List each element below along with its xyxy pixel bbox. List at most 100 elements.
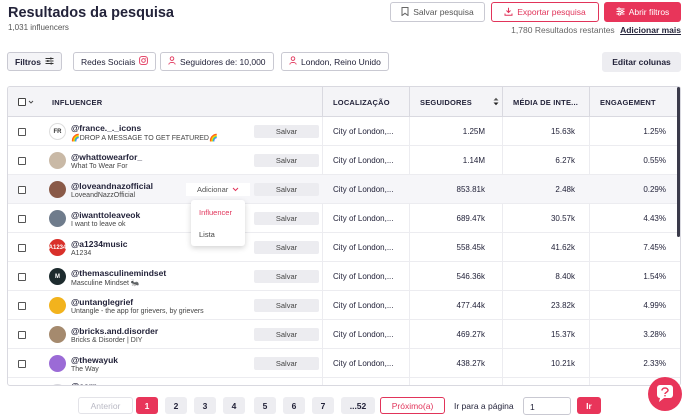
table-row[interactable]: @thewayuk The Way Salvar City of London,...… <box>8 349 680 378</box>
row-checkbox[interactable] <box>18 243 26 252</box>
influencer-name: 🌈DROP A MESSAGE TO GET FEATURED🌈 <box>71 135 218 142</box>
help-chat-button[interactable] <box>648 377 682 411</box>
row-checkbox[interactable] <box>18 214 26 223</box>
table-row[interactable]: @earn <box>8 378 680 386</box>
chip-followers[interactable]: Seguidores de: 10,000 <box>160 52 274 71</box>
table-row[interactable]: @untanglegrief Untangle - the app for gri… <box>8 291 680 320</box>
menu-item-list[interactable]: Lista <box>199 230 215 239</box>
export-search-button[interactable]: Exportar pesquisa <box>491 2 599 22</box>
avg-interactions-cell: 6.27k <box>555 156 575 165</box>
avg-interactions-cell: 10.21k <box>550 359 575 368</box>
influencer-handle[interactable]: @bricks.and.disorder <box>71 326 159 336</box>
table-scrollbar[interactable] <box>677 87 680 237</box>
add-dropdown-button[interactable]: Adicionar <box>186 183 250 196</box>
row-checkbox[interactable] <box>18 330 26 339</box>
column-divider <box>322 117 323 385</box>
influencer-name: Untangle - the app for grievers, by grie… <box>71 308 204 315</box>
column-influencer[interactable]: INFLUENCER <box>52 97 103 107</box>
add-more-link[interactable]: Adicionar mais <box>620 25 681 35</box>
save-button[interactable]: Salvar <box>254 270 319 283</box>
influencer-name: LoveandNazzOfficial <box>71 192 136 199</box>
followers-cell: 546.36k <box>456 272 485 281</box>
save-button[interactable]: Salvar <box>254 154 319 167</box>
sort-icon[interactable] <box>493 97 499 108</box>
column-avg-interactions[interactable]: MÉDIA DE INTE... <box>502 87 589 117</box>
edit-columns-button[interactable]: Editar colunas <box>602 52 681 72</box>
previous-page-button[interactable]: Anterior <box>78 397 133 414</box>
page-button[interactable]: 7 <box>312 397 334 414</box>
page-button[interactable]: 3 <box>194 397 216 414</box>
influencer-handle[interactable]: @whattowearfor_ <box>71 152 143 162</box>
column-divider <box>502 117 503 385</box>
page-title: Resultados da pesquisa <box>8 5 174 21</box>
engagement-cell: 4.99% <box>643 301 666 310</box>
avatar[interactable] <box>49 152 66 169</box>
followers-cell: 477.44k <box>456 301 485 310</box>
menu-item-influencer[interactable]: Influencer <box>199 208 232 217</box>
table-row[interactable]: M @themasculinemindset Masculine Mindset 🐜… <box>8 262 680 291</box>
table-row[interactable]: FR @france._._icons 🌈DROP A MESSAGE TO GET… <box>8 117 680 146</box>
save-button[interactable]: Salvar <box>254 328 319 341</box>
column-engagement[interactable]: ENGAGEMENT <box>589 87 680 117</box>
save-button[interactable]: Salvar <box>254 183 319 196</box>
chevron-down-icon[interactable] <box>28 98 34 107</box>
influencer-name: Masculine Mindset 🐜 <box>71 280 140 287</box>
save-search-button[interactable]: Salvar pesquisa <box>390 2 485 22</box>
row-checkbox[interactable] <box>18 156 26 165</box>
avatar[interactable] <box>49 297 66 314</box>
influencer-handle[interactable]: @iwanttoleaveok <box>71 210 141 220</box>
page-button[interactable]: 4 <box>223 397 245 414</box>
table-row[interactable]: @iwanttoleaveok I want to leave ok Salvar C… <box>8 204 680 233</box>
table-row[interactable]: @loveandnazofficial LoveandNazzOfficial Sa… <box>8 175 680 204</box>
page-button[interactable]: ...52 <box>341 397 375 414</box>
chip-location[interactable]: London, Reino Unido <box>281 52 389 71</box>
avatar[interactable]: A1234 <box>49 239 66 256</box>
influencer-name: The Way <box>71 366 99 373</box>
save-button[interactable]: Salvar <box>254 212 319 225</box>
table-row[interactable]: @whattowearfor_ What To Wear For Salvar Cit… <box>8 146 680 175</box>
table-row[interactable]: A1234 @a1234music A1234 Salvar City of Londo… <box>8 233 680 262</box>
influencer-handle[interactable]: @untanglegrief <box>71 297 134 307</box>
save-button[interactable]: Salvar <box>254 125 319 138</box>
save-button[interactable]: Salvar <box>254 241 319 254</box>
column-location[interactable]: LOCALIZAÇÃO <box>322 87 409 117</box>
save-button[interactable]: Salvar <box>254 299 319 312</box>
row-checkbox[interactable] <box>18 185 26 194</box>
row-checkbox[interactable] <box>18 127 26 136</box>
row-checkbox[interactable] <box>18 301 26 310</box>
avatar[interactable] <box>49 181 66 198</box>
goto-page-input[interactable]: 1 <box>523 397 571 415</box>
influencer-handle[interactable]: @themasculinemindset <box>71 268 167 278</box>
influencer-handle[interactable]: @loveandnazofficial <box>71 181 153 191</box>
page-button[interactable]: 1 <box>136 397 158 414</box>
table-row[interactable]: @bricks.and.disorder Bricks & Disorder | … <box>8 320 680 349</box>
person-icon <box>289 56 297 67</box>
location-cell: City of London,... <box>333 301 394 310</box>
avatar[interactable] <box>49 326 66 343</box>
influencer-handle[interactable]: @a1234music <box>71 239 128 249</box>
influencer-handle[interactable]: @earn <box>71 381 98 386</box>
chip-social-networks[interactable]: Redes Sociais <box>73 52 157 71</box>
go-button[interactable]: Ir <box>577 397 601 414</box>
avatar[interactable] <box>49 210 66 227</box>
followers-cell: 558.45k <box>456 243 485 252</box>
avatar[interactable]: M <box>49 268 66 285</box>
select-all-checkbox[interactable] <box>18 98 26 106</box>
avatar[interactable] <box>49 355 66 372</box>
filters-button[interactable]: Filtros <box>7 52 62 71</box>
open-filters-button[interactable]: Abrir filtros <box>604 2 681 22</box>
next-page-button[interactable]: Próximo(a) <box>380 397 445 414</box>
avatar[interactable]: FR <box>49 123 66 140</box>
page-button[interactable]: 2 <box>165 397 187 414</box>
page-button[interactable]: 5 <box>254 397 276 414</box>
influencer-handle[interactable]: @thewayuk <box>71 355 119 365</box>
column-followers[interactable]: SEGUIDORES <box>409 87 502 117</box>
location-cell: City of London,... <box>333 214 394 223</box>
save-button[interactable]: Salvar <box>254 357 319 370</box>
influencer-handle[interactable]: @france._._icons <box>71 123 142 133</box>
engagement-cell: 1.25% <box>643 127 666 136</box>
page-button[interactable]: 6 <box>283 397 305 414</box>
row-checkbox[interactable] <box>18 359 26 368</box>
row-checkbox[interactable] <box>18 272 26 281</box>
avatar[interactable] <box>49 384 66 385</box>
